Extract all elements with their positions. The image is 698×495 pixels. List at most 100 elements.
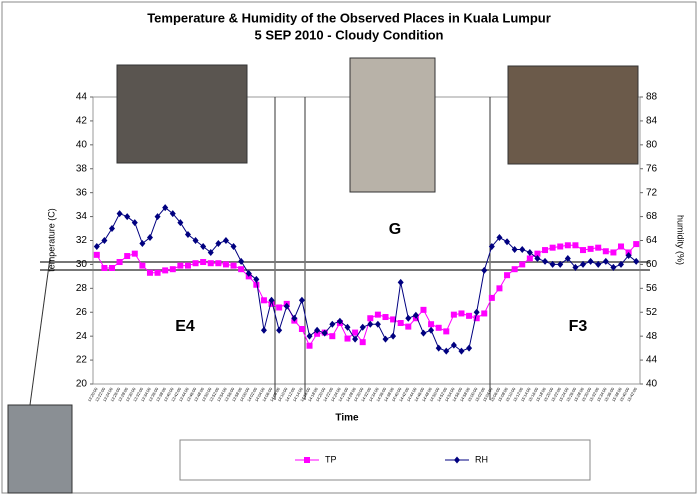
point — [306, 332, 313, 340]
point — [412, 311, 419, 319]
point — [481, 310, 488, 317]
point — [162, 267, 169, 274]
point — [93, 242, 100, 250]
photo-e4 — [116, 64, 248, 164]
point — [177, 219, 184, 227]
y2-axis-title: humidity (%) — [676, 215, 686, 265]
point — [306, 342, 313, 349]
point — [101, 265, 108, 272]
point — [184, 262, 191, 269]
point — [260, 297, 267, 304]
point — [488, 294, 495, 301]
y-tick-label: 34 — [76, 211, 88, 222]
zone-label: F3 — [569, 318, 588, 335]
y-tick-label: 24 — [76, 331, 88, 342]
chart-subtitle: 5 SEP 2010 - Cloudy Condition — [254, 27, 443, 42]
y-tick-label: 30 — [76, 259, 88, 270]
point — [230, 242, 237, 250]
point — [344, 323, 351, 331]
point — [496, 285, 503, 292]
y-tick-label: 38 — [76, 163, 88, 174]
x-axis-title: Time — [335, 413, 359, 424]
point — [124, 213, 131, 221]
point — [336, 317, 343, 325]
point — [481, 266, 488, 274]
point — [420, 306, 427, 313]
point — [291, 314, 298, 322]
y2-tick-label: 44 — [646, 355, 658, 366]
y-tick-label: 20 — [76, 379, 88, 390]
point — [283, 302, 290, 310]
point — [253, 281, 260, 288]
point — [534, 250, 541, 257]
y-tick-label: 26 — [76, 307, 88, 318]
point — [473, 308, 480, 316]
point — [572, 263, 579, 271]
y2-tick-label: 40 — [646, 379, 658, 390]
point — [192, 260, 199, 267]
point — [116, 259, 123, 266]
point — [435, 324, 442, 331]
point — [154, 269, 161, 276]
point — [192, 237, 199, 244]
point — [222, 261, 229, 268]
point — [367, 315, 374, 322]
point — [93, 251, 100, 258]
y2-tick-label: 72 — [646, 187, 658, 198]
y-tick-label: 44 — [76, 92, 88, 103]
point — [177, 262, 184, 269]
point — [458, 310, 465, 317]
point — [602, 257, 609, 265]
point — [390, 332, 397, 340]
point — [557, 260, 564, 268]
point — [473, 315, 480, 322]
point — [276, 304, 283, 311]
point — [207, 260, 214, 267]
point — [245, 269, 252, 277]
point — [602, 248, 609, 255]
zone-label: G — [389, 221, 401, 238]
point — [230, 262, 237, 269]
point — [253, 275, 260, 283]
point — [618, 243, 625, 250]
y-tick-label: 22 — [76, 355, 88, 366]
y2-tick-label: 64 — [646, 235, 658, 246]
point — [184, 231, 191, 239]
point — [542, 257, 549, 265]
pointer-arrow — [29, 257, 51, 406]
point — [488, 242, 495, 250]
legend-marker — [304, 457, 310, 463]
legend-label: RH — [475, 454, 488, 464]
point — [428, 321, 435, 328]
point — [466, 344, 473, 352]
y2-tick-label: 48 — [646, 331, 658, 342]
point — [268, 296, 275, 304]
point — [116, 210, 123, 218]
point — [443, 347, 450, 355]
photo-g — [349, 57, 436, 193]
point — [595, 260, 602, 268]
point — [207, 248, 214, 256]
point — [504, 238, 511, 246]
point — [580, 260, 587, 268]
point — [215, 260, 222, 267]
point — [595, 244, 602, 251]
point — [587, 245, 594, 252]
point — [298, 296, 305, 304]
point — [450, 341, 457, 349]
point — [526, 248, 533, 256]
point — [131, 219, 138, 227]
y2-tick-label: 84 — [646, 116, 658, 127]
point — [519, 261, 526, 268]
point — [314, 330, 321, 337]
point — [162, 204, 169, 212]
point — [222, 237, 229, 244]
point — [496, 234, 503, 242]
point — [108, 225, 115, 233]
y-tick-label: 28 — [76, 283, 88, 294]
point — [329, 333, 336, 340]
point — [511, 245, 518, 253]
point — [610, 263, 617, 271]
y2-tick-label: 60 — [646, 259, 658, 270]
